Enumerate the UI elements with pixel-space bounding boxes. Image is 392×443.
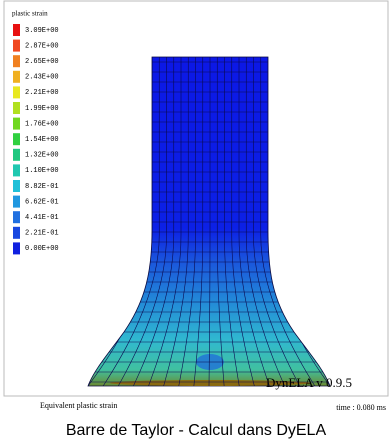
legend-swatch xyxy=(13,55,20,67)
legend-label: 2.21E-01 xyxy=(25,230,59,238)
legend-label: 1.76E+00 xyxy=(25,120,59,128)
legend-label: 2.21E+00 xyxy=(25,89,59,97)
legend-label: 8.82E-01 xyxy=(25,183,59,191)
legend-swatch xyxy=(13,133,20,145)
legend-swatch xyxy=(13,40,20,52)
legend-title: plastic strain xyxy=(12,10,48,18)
legend-label: 6.62E-01 xyxy=(25,198,59,206)
legend-swatch xyxy=(13,86,20,98)
legend-label: 1.54E+00 xyxy=(25,136,59,144)
legend: 3.09E+00 2.87E+00 2.65E+00 2.43E+00 2.21E+00… xyxy=(13,24,59,254)
legend-label: 3.09E+00 xyxy=(25,27,59,35)
legend-label: 2.43E+00 xyxy=(25,74,59,82)
legend-label: 1.32E+00 xyxy=(25,152,59,160)
legend-label: 2.87E+00 xyxy=(25,42,59,50)
software-label: DynELA v 0.9.5 xyxy=(266,375,352,390)
legend-swatch xyxy=(13,71,20,83)
legend-swatch xyxy=(13,164,20,176)
legend-swatch xyxy=(13,118,20,130)
legend-swatch xyxy=(13,227,20,239)
legend-swatch xyxy=(13,211,20,223)
legend-swatch xyxy=(13,102,20,114)
time-label: time : 0.080 ms xyxy=(336,403,386,412)
caption: Barre de Taylor - Calcul dans DyELA xyxy=(66,422,327,439)
legend-label: 4.41E-01 xyxy=(25,214,59,222)
page: plastic strain 3.09E+00 2.87E+00 2.65E+00 2… xyxy=(0,0,392,443)
figure: plastic strain 3.09E+00 2.87E+00 2.65E+00 2… xyxy=(0,0,392,443)
legend-swatch xyxy=(13,24,20,36)
legend-label: 2.65E+00 xyxy=(25,58,59,66)
legend-label: 1.10E+00 xyxy=(25,167,59,175)
legend-swatch xyxy=(13,149,20,161)
field-name: Equivalent plastic strain xyxy=(40,401,117,410)
legend-label: 0.00E+00 xyxy=(25,245,59,253)
legend-swatch xyxy=(13,242,20,254)
legend-label: 1.99E+00 xyxy=(25,105,59,113)
legend-swatch xyxy=(13,196,20,208)
legend-swatch xyxy=(13,180,20,192)
